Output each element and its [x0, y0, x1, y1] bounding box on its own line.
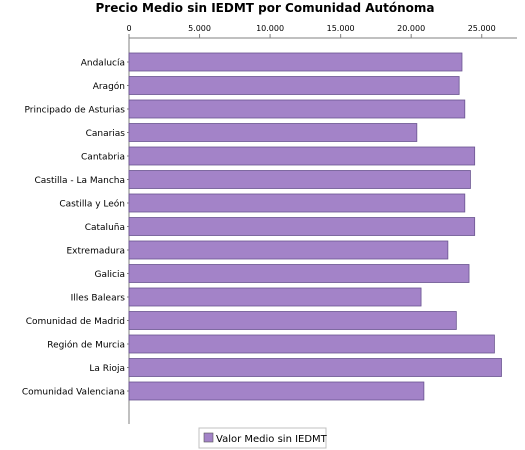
x-tick-label: 10.000 [256, 24, 284, 33]
category-label: Aragón [93, 81, 125, 92]
category-label: Comunidad de Madrid [26, 317, 125, 327]
bar [128, 264, 470, 283]
legend-box [198, 427, 327, 449]
bar [128, 381, 425, 401]
bar [128, 170, 471, 189]
category-label: Canarias [86, 129, 126, 139]
bar [128, 358, 502, 377]
bar [128, 123, 418, 142]
bar [128, 287, 422, 307]
bar [128, 99, 466, 119]
x-tick-label: 15.000 [327, 24, 355, 33]
bar [128, 193, 466, 213]
x-tick-label: 25.000 [468, 24, 496, 33]
category-label: Illes Balears [71, 294, 126, 304]
x-tick-label: 5.000 [188, 24, 211, 33]
bars [128, 52, 502, 401]
chart-title: Precio Medio sin IEDMT por Comunidad Aut… [96, 1, 435, 15]
category-label: Cantabria [81, 153, 125, 163]
category-label: Castilla - La Mancha [34, 176, 125, 186]
bar [128, 146, 476, 166]
category-label: Andalucía [81, 59, 125, 69]
category-label: Galicia [95, 270, 125, 280]
bar [128, 240, 449, 260]
bar [128, 76, 460, 95]
x-tick-label: 0 [126, 24, 131, 33]
x-tick-label: 20.000 [397, 24, 425, 33]
bar [128, 311, 457, 330]
category-label: Región de Murcia [47, 340, 125, 351]
bar [128, 52, 463, 72]
legend: Valor Medio sin IEDMT [198, 427, 328, 449]
category-label: Cataluña [85, 223, 125, 233]
category-label: La Rioja [89, 364, 125, 374]
category-labels: Andalucía Aragón Principado de Asturias Can… [22, 59, 125, 398]
category-label: Castilla y León [59, 199, 125, 210]
legend-label: Valor Medio sin IEDMT [216, 434, 328, 445]
legend-swatch [203, 432, 214, 443]
category-label: Principado de Asturias [24, 106, 125, 116]
category-label: Comunidad Valenciana [22, 388, 125, 398]
bar [128, 217, 476, 236]
category-label: Extremadura [67, 247, 126, 257]
bar [128, 334, 495, 354]
